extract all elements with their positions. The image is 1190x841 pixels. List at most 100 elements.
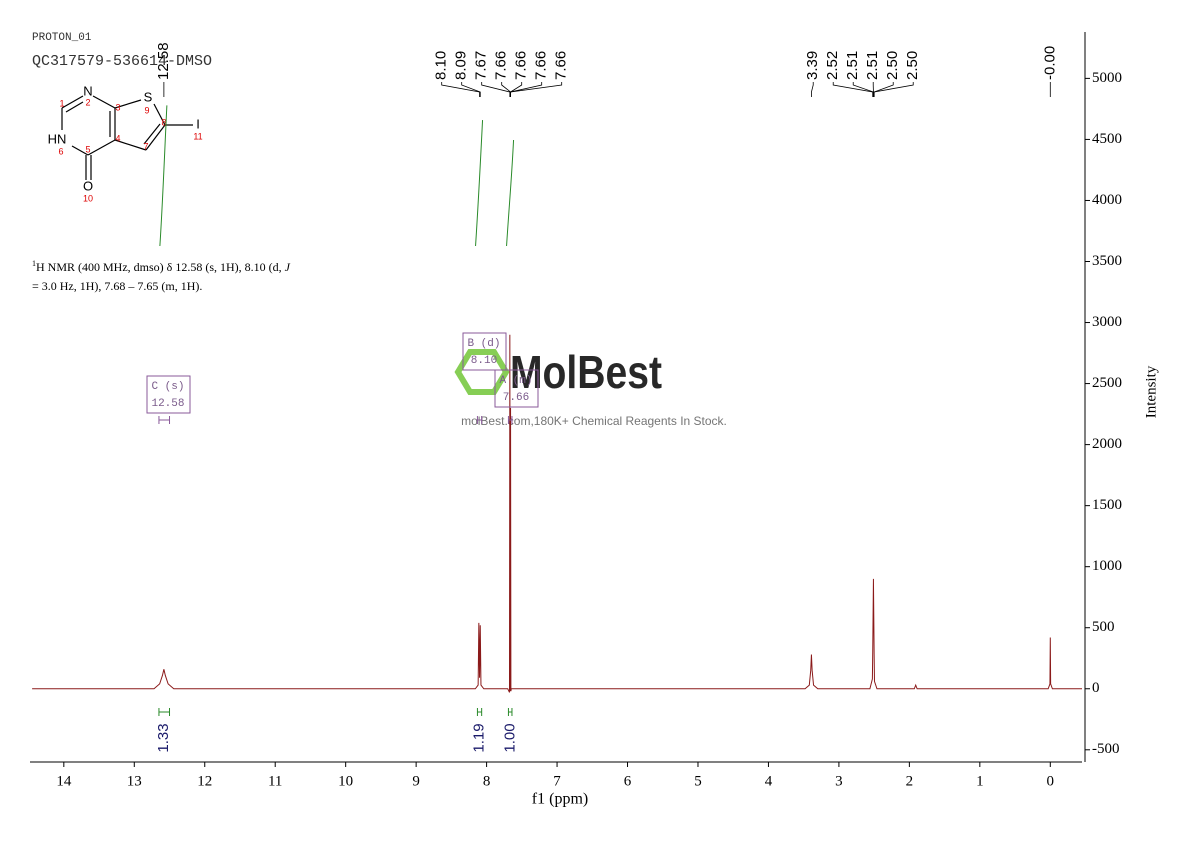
multiplet-range xyxy=(476,416,483,424)
experiment: PROTON_01 xyxy=(32,32,92,44)
y-tick-label: 3000 xyxy=(1092,314,1122,330)
atom-label: S xyxy=(144,89,153,104)
peak-label: 2.50 xyxy=(884,51,901,80)
watermark-logo xyxy=(454,349,510,395)
integral-label: 1.33 xyxy=(155,723,172,752)
atom-number: 1 xyxy=(59,98,64,108)
peak-connector xyxy=(811,82,814,97)
integral-bracket xyxy=(507,708,513,716)
atom-number: 3 xyxy=(115,102,120,112)
peak-connector xyxy=(852,82,874,97)
y-tick-label: 2500 xyxy=(1092,375,1122,391)
peak-connector xyxy=(441,82,480,97)
bond xyxy=(92,95,116,109)
y-tick-label: 1000 xyxy=(1092,558,1122,574)
x-tick-label: 3 xyxy=(835,773,843,789)
y-tick-label: 4500 xyxy=(1092,131,1122,147)
y-axis-label: Intensity xyxy=(1143,365,1159,418)
x-tick-label: 1 xyxy=(976,773,984,789)
multiplet-shift: 8.10 xyxy=(471,355,497,367)
bond xyxy=(65,101,84,113)
bond xyxy=(153,103,166,126)
integral-curve xyxy=(159,105,168,247)
peak-connector xyxy=(873,82,914,97)
peak-connector xyxy=(481,82,511,97)
x-tick-label: 12 xyxy=(197,773,212,789)
peak-label: 2.51 xyxy=(844,51,861,80)
bond xyxy=(61,95,84,109)
x-tick-label: 14 xyxy=(56,773,72,789)
peak-label: 2.51 xyxy=(864,51,881,80)
integral-curve xyxy=(506,139,515,247)
spectrum xyxy=(32,334,1082,693)
integral-label: 1.19 xyxy=(471,723,488,752)
nmr-description: 1H NMR (400 MHz, dmso) δ 12.58 (s, 1H), … xyxy=(32,259,291,274)
peak-label: 7.66 xyxy=(513,51,530,80)
y-tick-label: 2000 xyxy=(1092,436,1122,452)
x-tick-label: 8 xyxy=(483,773,491,789)
atom-number: 11 xyxy=(193,131,202,141)
atom-number: 5 xyxy=(85,144,90,154)
multiplet-name: B (d) xyxy=(467,338,500,350)
peak-label: 3.39 xyxy=(804,51,821,80)
atom-number: 9 xyxy=(144,105,149,115)
bond xyxy=(114,99,142,109)
y-tick-label: 500 xyxy=(1092,619,1115,635)
description-italic: J xyxy=(285,260,291,274)
x-axis-label: f1 (ppm) xyxy=(532,791,588,808)
y-tick-label: -500 xyxy=(1092,741,1120,757)
atom-label: O xyxy=(83,178,93,193)
multiplet-range xyxy=(158,416,171,424)
y-tick-label: 1500 xyxy=(1092,497,1122,513)
multiplet-range xyxy=(507,416,513,424)
peak-label: 7.66 xyxy=(553,51,570,80)
atom-label: N xyxy=(83,83,92,98)
atom-number: 6 xyxy=(58,146,63,156)
multiplet-shift: 12.58 xyxy=(151,398,184,410)
multiplet-box xyxy=(146,375,191,414)
integral-curve xyxy=(475,120,484,247)
peak-label: 2.52 xyxy=(824,51,841,80)
description-text: H NMR (400 MHz, dmso) δ 12.58 (s, 1H), 8… xyxy=(36,260,285,274)
atom-label: HN xyxy=(48,131,67,146)
y-tick-label: 4000 xyxy=(1092,192,1122,208)
peak-label: 8.09 xyxy=(453,51,470,80)
atom-number: 4 xyxy=(115,133,120,143)
multiplet-shift: 7.66 xyxy=(503,392,529,404)
superscript: 1 xyxy=(32,259,36,268)
peak-connector xyxy=(461,82,481,97)
peak-connector xyxy=(510,82,563,97)
x-tick-label: 5 xyxy=(694,773,702,789)
multiplet-name: C (s) xyxy=(151,381,184,393)
nmr-description: = 3.0 Hz, 1H), 7.68 – 7.65 (m, 1H). xyxy=(32,279,202,293)
peak-label: 7.66 xyxy=(493,51,510,80)
structure xyxy=(61,95,193,180)
x-tick-label: 11 xyxy=(268,773,282,789)
atom-number: 8 xyxy=(161,117,166,127)
multiplet-box xyxy=(494,369,539,408)
x-tick-label: 13 xyxy=(127,773,142,789)
peak-label: 7.67 xyxy=(473,51,490,80)
peak-label: 12.58 xyxy=(155,42,172,80)
integral-label: 1.00 xyxy=(502,723,519,752)
multiplet-box xyxy=(462,332,507,371)
integral-bracket xyxy=(476,708,483,716)
atom-number: 2 xyxy=(85,97,90,107)
bond xyxy=(87,139,116,156)
watermark-brand: MolBest xyxy=(510,347,662,399)
y-tick-label: 0 xyxy=(1092,680,1100,696)
x-tick-label: 0 xyxy=(1047,773,1055,789)
multiplet-name: A (m) xyxy=(499,375,532,387)
x-tick-label: 6 xyxy=(624,773,632,789)
peak-label: 8.10 xyxy=(433,51,450,80)
x-tick-label: 4 xyxy=(765,773,773,789)
peak-label: 2.50 xyxy=(904,51,921,80)
peak-label: 7.66 xyxy=(533,51,550,80)
y-tick-label: 3500 xyxy=(1092,253,1122,269)
watermark-tagline: molBest.com,180K+ Chemical Reagents In S… xyxy=(461,414,727,428)
atom-number: 7 xyxy=(143,141,148,151)
bond xyxy=(145,124,166,151)
peak-connector xyxy=(832,82,874,97)
bond xyxy=(71,145,89,156)
